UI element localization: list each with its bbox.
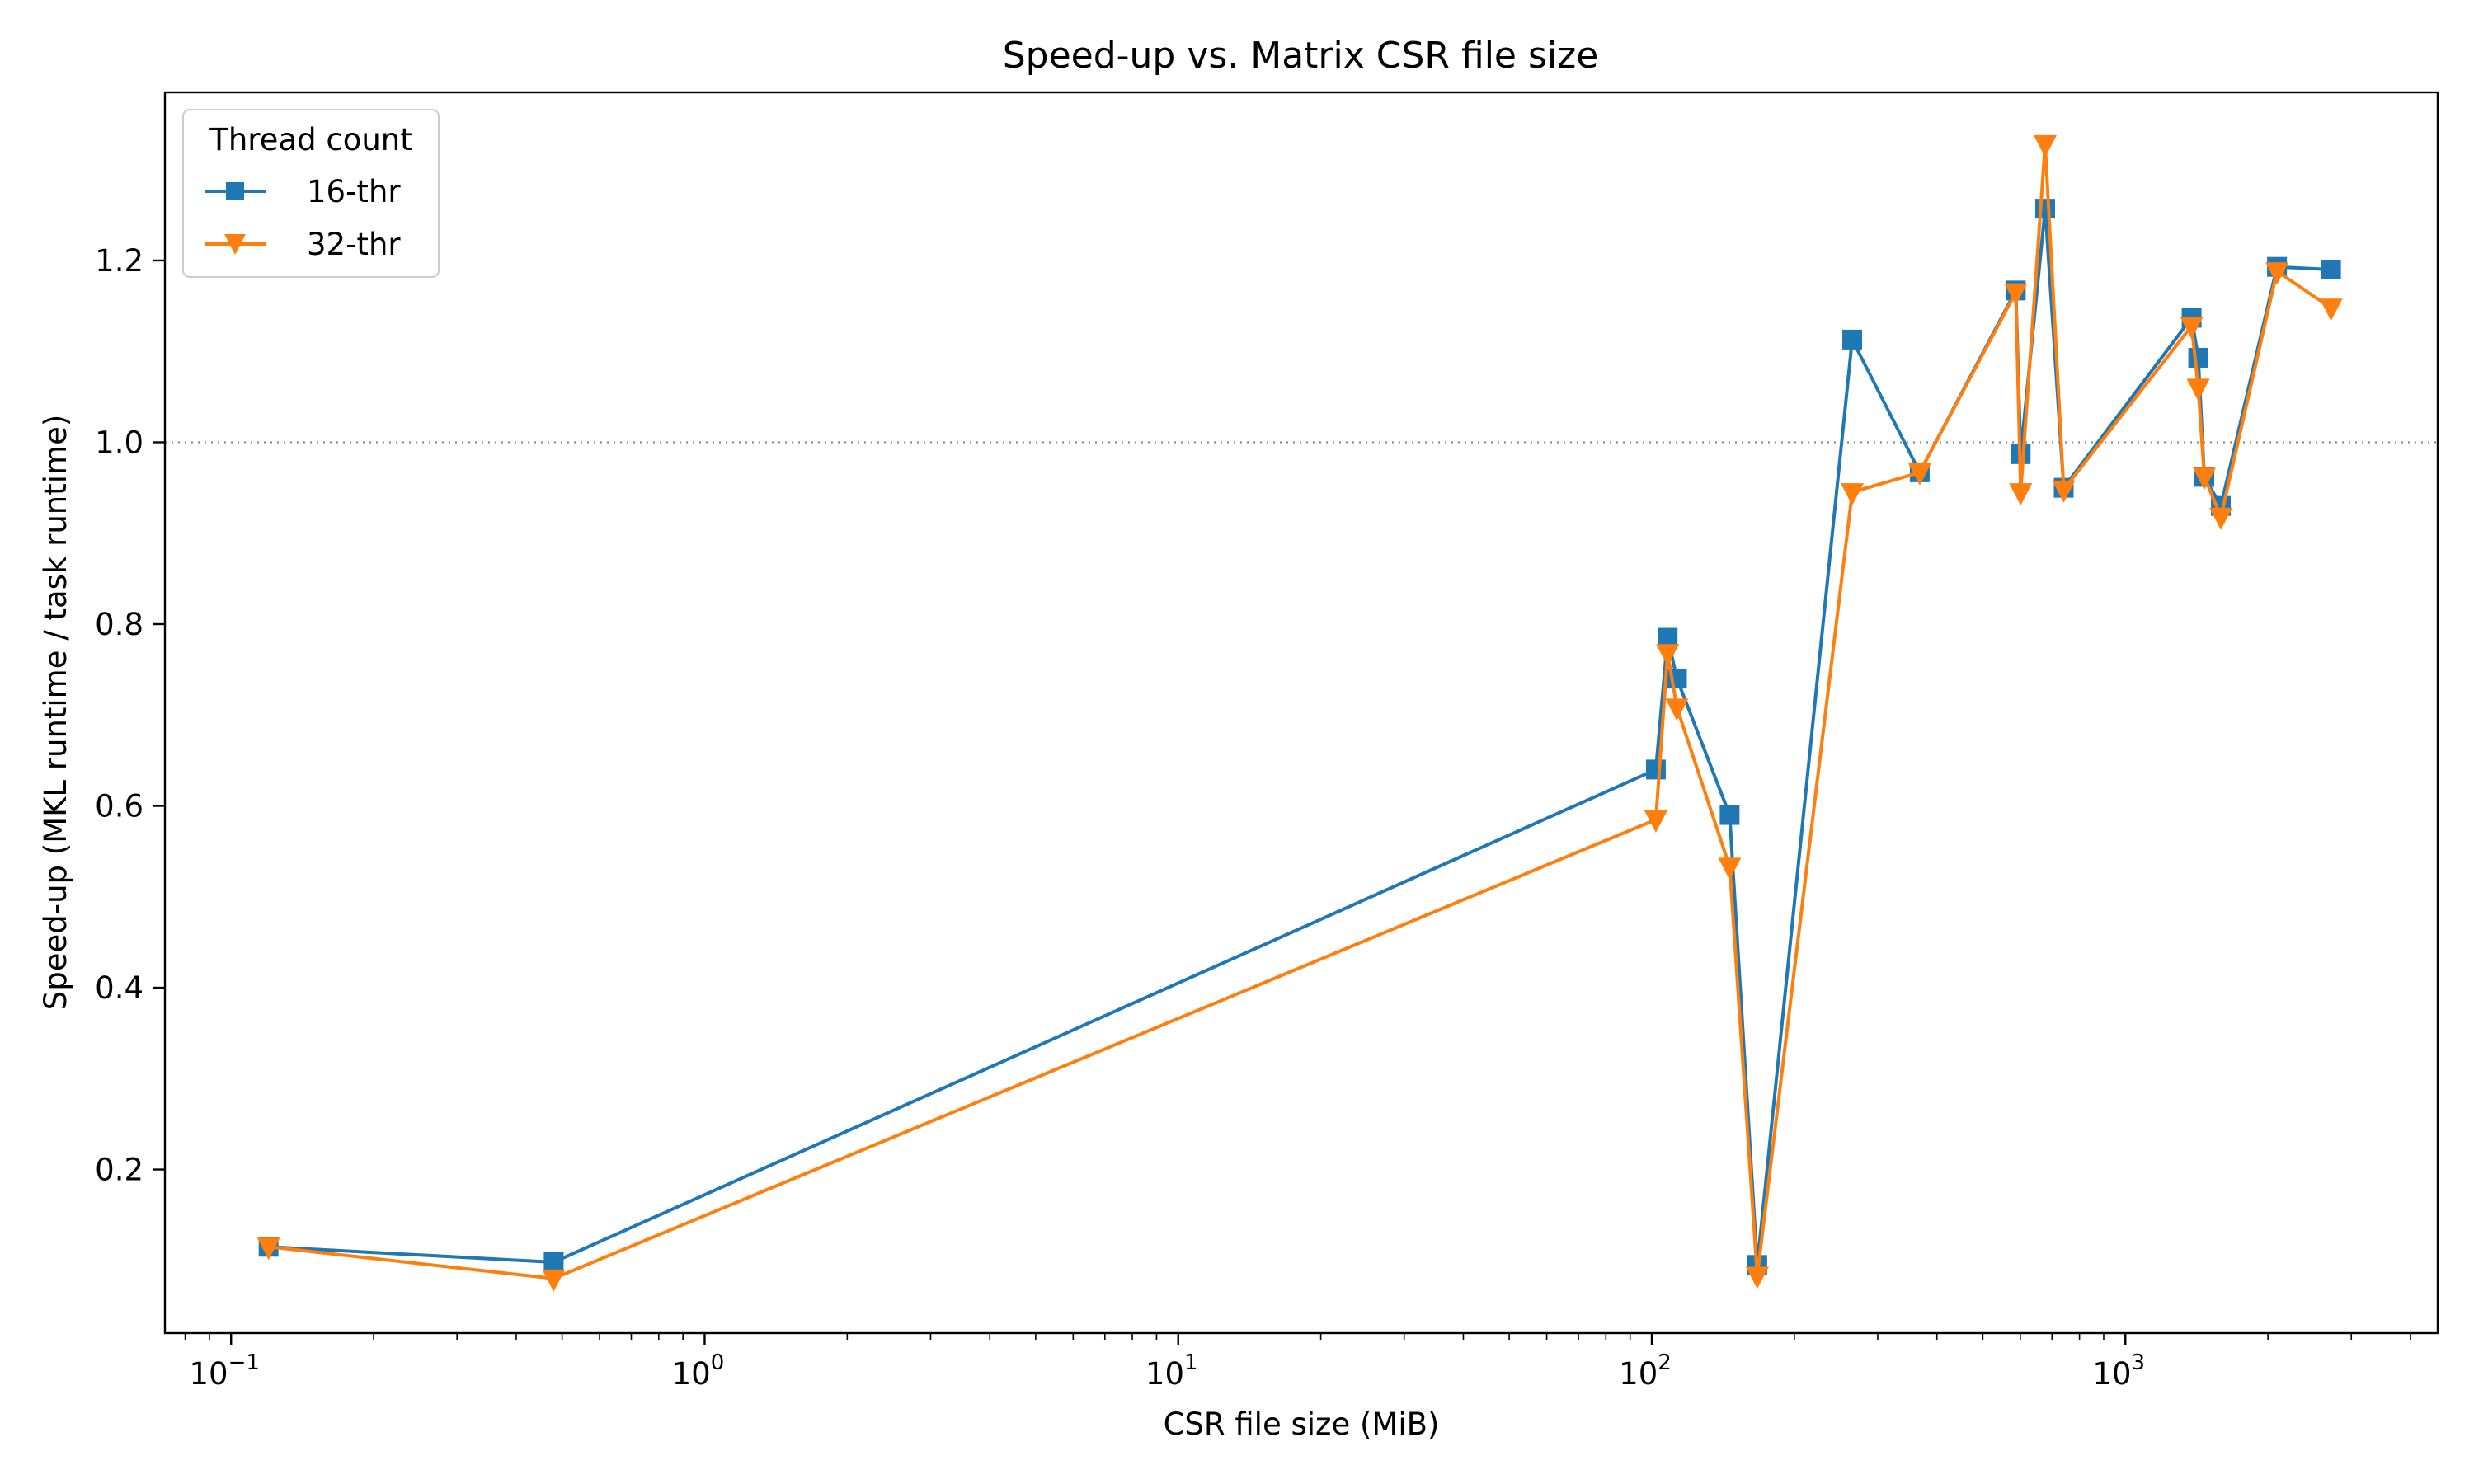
data-point-32-thr[interactable] — [1745, 1266, 1769, 1289]
data-point-16-thr[interactable] — [2188, 347, 2208, 368]
data-point-16-thr[interactable] — [543, 1252, 564, 1272]
x-tick-label: 101 — [1145, 1350, 1198, 1392]
y-tick-label: 0.2 — [95, 1153, 143, 1188]
data-point-16-thr[interactable] — [1842, 329, 1863, 350]
x-tick-label: 100 — [672, 1350, 725, 1392]
data-point-32-thr[interactable] — [2186, 378, 2210, 402]
legend-marker-square — [226, 182, 244, 200]
x-tick-label: 10−1 — [189, 1350, 259, 1392]
y-axis: 0.2 0.4 0.6 0.8 1.0 1.2 — [95, 243, 165, 1188]
plot-area — [165, 134, 2438, 1292]
legend[interactable]: Thread count 16-thr 32-thr — [182, 109, 440, 278]
y-tick-label: 1.0 — [95, 425, 143, 460]
y-tick-label: 1.2 — [95, 243, 143, 279]
data-point-32-thr[interactable] — [1718, 857, 1742, 881]
data-point-32-thr[interactable] — [542, 1269, 566, 1292]
legend-item-32-thr[interactable]: 32-thr — [205, 227, 401, 262]
data-point-32-thr[interactable] — [2209, 507, 2233, 530]
y-tick-label: 0.8 — [95, 607, 143, 642]
legend-label-32-thr: 32-thr — [307, 227, 401, 262]
data-point-32-thr[interactable] — [2004, 283, 2028, 306]
chart-title: Speed-up vs. Matrix CSR file size — [1003, 35, 1599, 77]
data-point-32-thr[interactable] — [2009, 483, 2033, 506]
x-tick-label: 102 — [1619, 1350, 1672, 1392]
data-point-32-thr[interactable] — [2265, 262, 2289, 285]
plot-frame — [163, 91, 2439, 1335]
y-axis-label: Speed-up (MKL runtime / task runtime) — [38, 415, 73, 1011]
legend-label-16-thr: 16-thr — [307, 174, 401, 209]
y-tick-label: 0.6 — [95, 789, 143, 824]
data-point-32-thr[interactable] — [2033, 134, 2057, 157]
series-layer — [256, 134, 2343, 1292]
series-32-thr — [256, 134, 2343, 1292]
y-tick-label: 0.4 — [95, 970, 143, 1006]
x-axis: 10−1 100 101 102 103 — [184, 1333, 2411, 1392]
data-point-16-thr[interactable] — [2034, 199, 2055, 219]
data-point-32-thr[interactable] — [1907, 463, 1931, 486]
x-axis-label: CSR file size (MiB) — [1164, 1407, 1440, 1442]
x-tick-label: 103 — [2092, 1350, 2145, 1392]
data-point-32-thr[interactable] — [1656, 644, 1680, 667]
data-point-32-thr[interactable] — [1665, 698, 1689, 721]
data-point-32-thr[interactable] — [2180, 317, 2204, 340]
data-point-32-thr[interactable] — [2319, 298, 2343, 322]
legend-marker-triangle-down — [224, 234, 246, 255]
legend-box — [182, 109, 440, 278]
data-point-16-thr[interactable] — [1719, 805, 1740, 825]
data-point-32-thr[interactable] — [2052, 480, 2076, 503]
legend-title: Thread count — [209, 122, 412, 157]
legend-item-16-thr[interactable]: 16-thr — [205, 174, 401, 209]
data-point-16-thr[interactable] — [2321, 260, 2341, 279]
data-point-32-thr[interactable] — [1841, 483, 1865, 506]
data-point-16-thr[interactable] — [1645, 759, 1666, 780]
data-point-32-thr[interactable] — [2192, 467, 2216, 491]
data-point-32-thr[interactable] — [1644, 810, 1667, 834]
data-point-32-thr[interactable] — [256, 1237, 280, 1261]
